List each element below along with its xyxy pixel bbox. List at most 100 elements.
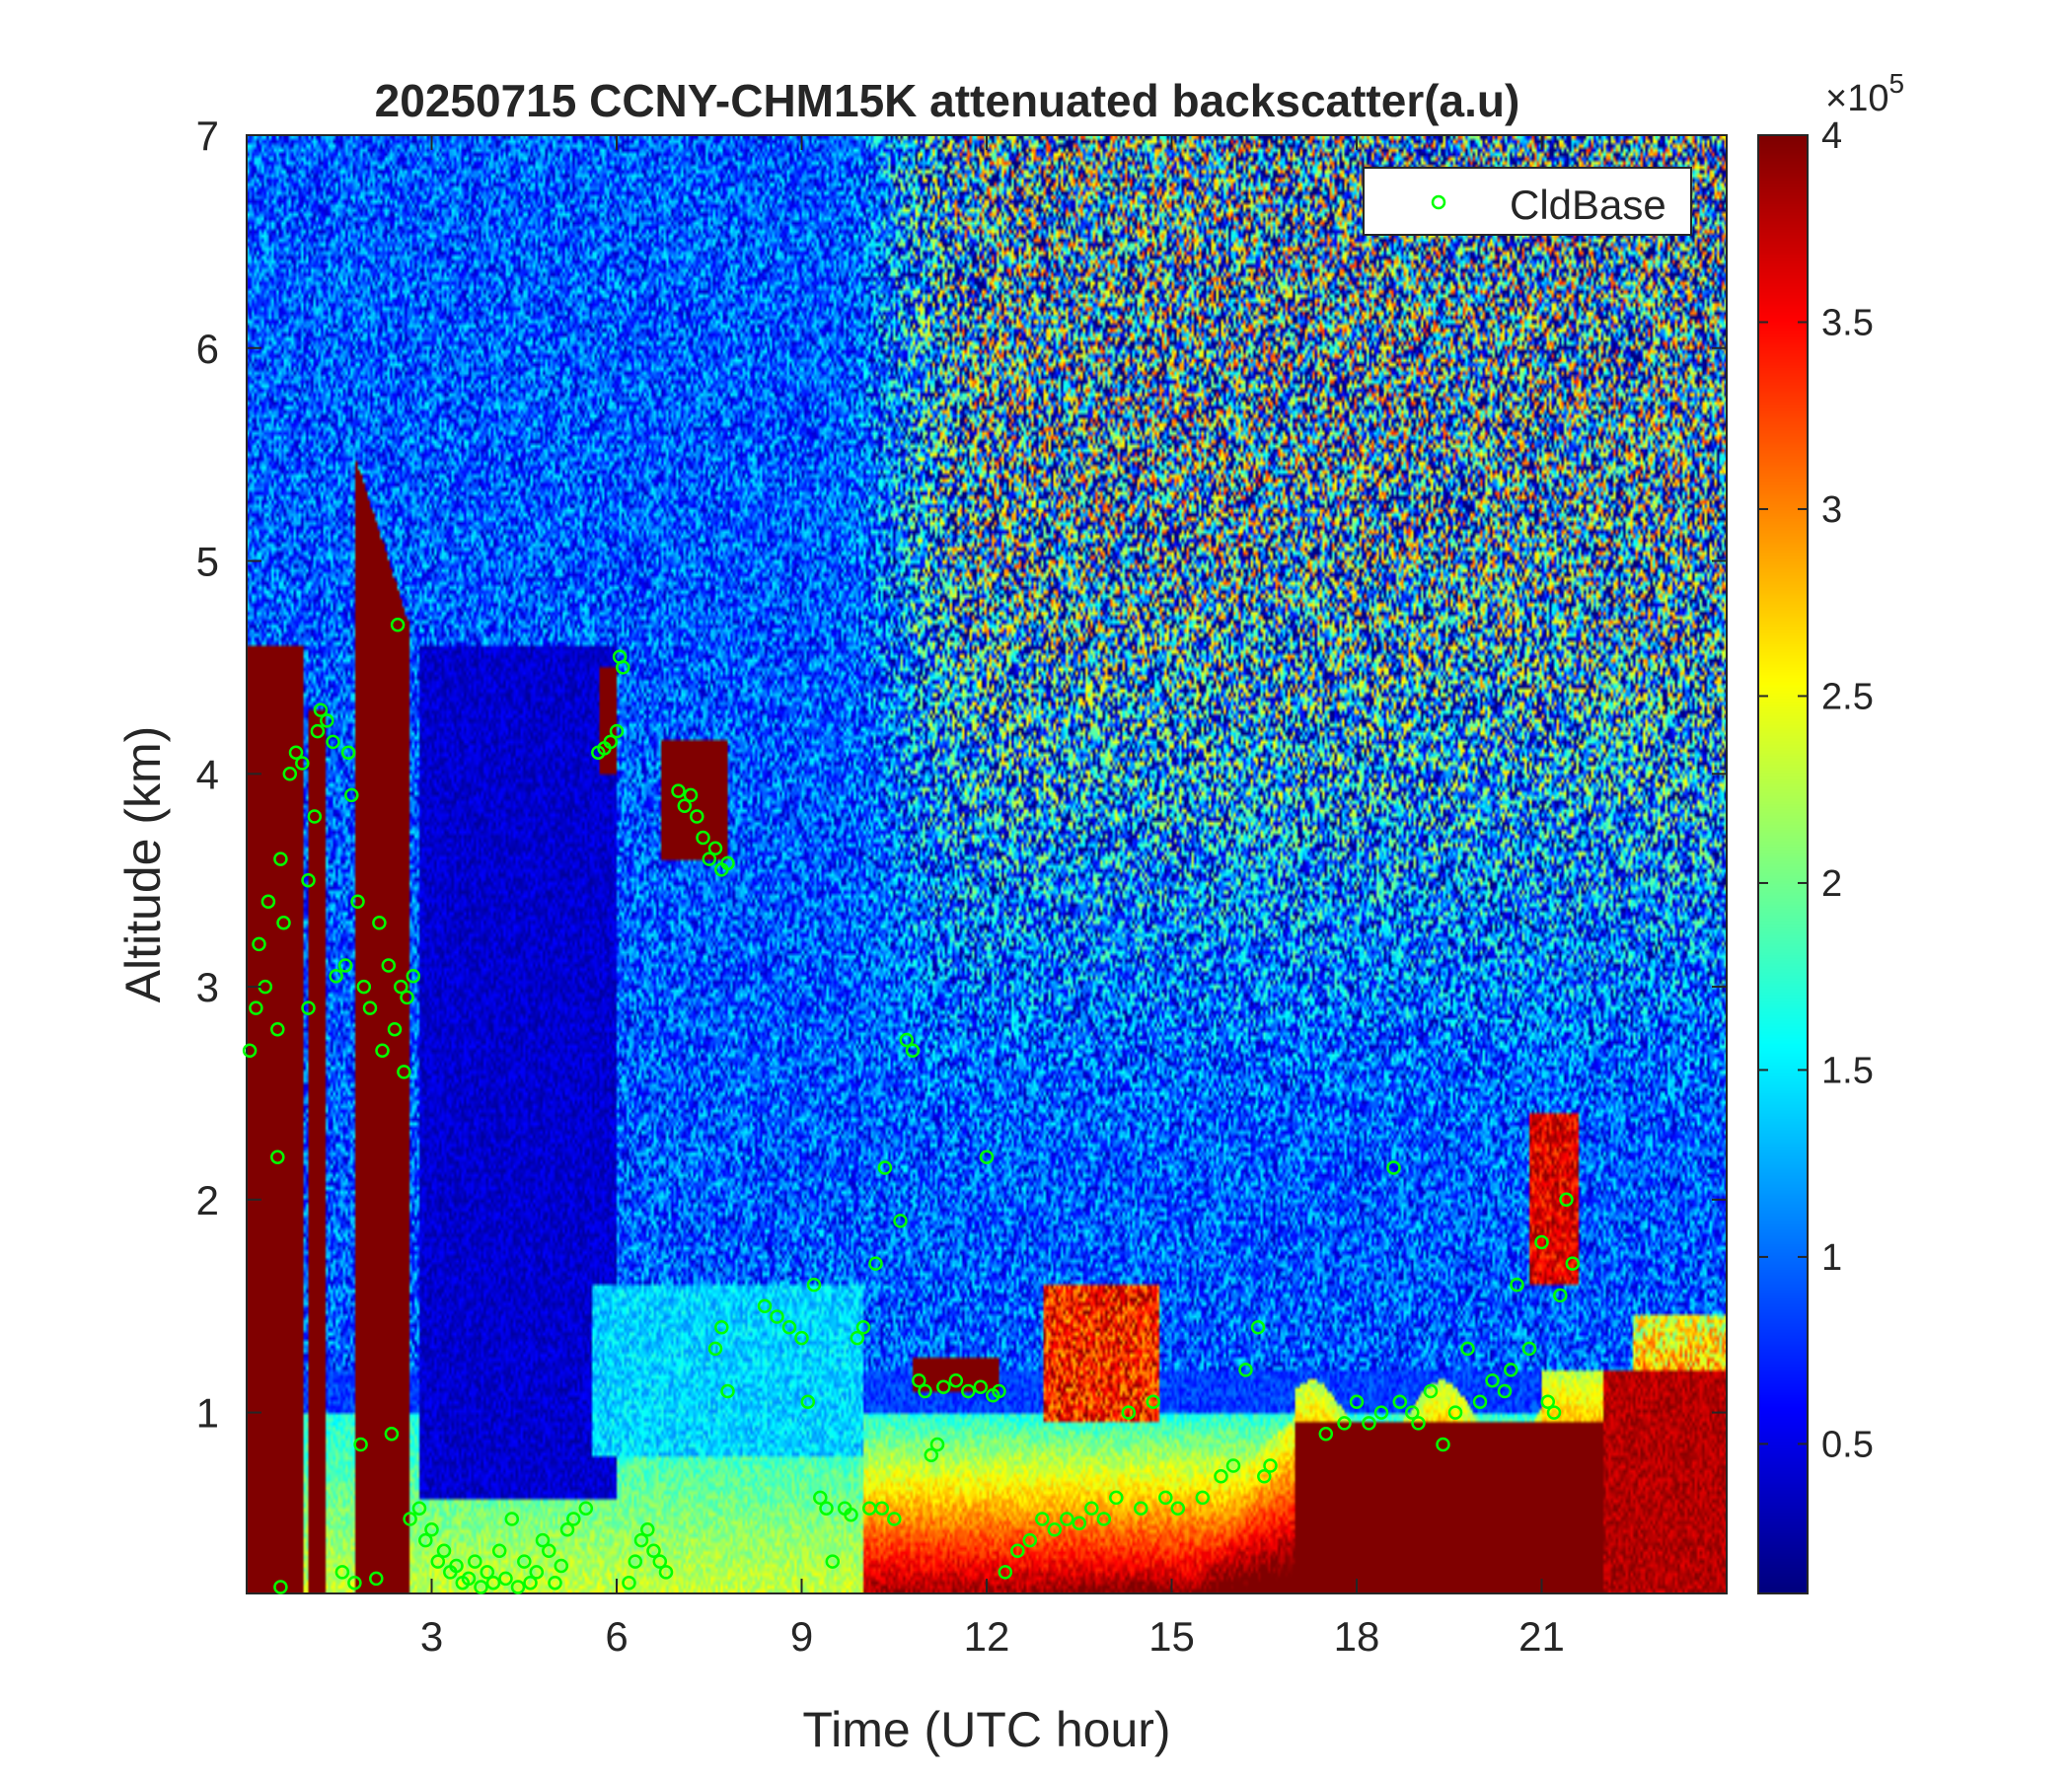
cldbase-point [1010, 1543, 1025, 1559]
cldbase-point [276, 916, 291, 930]
cldbase-point [918, 1383, 932, 1399]
cldbase-point [288, 745, 304, 760]
cldbase-point [1158, 1490, 1173, 1506]
colorbar-tick-label: 4 [1821, 115, 1842, 157]
cldbase-point [362, 1000, 378, 1015]
cldbase-point [905, 1043, 921, 1059]
cldbase-point [554, 1558, 569, 1574]
cldbase-point [924, 1447, 939, 1463]
x-tick-label: 12 [964, 1613, 1010, 1660]
cldbase-point [1096, 1512, 1112, 1526]
cldbase-point [480, 1565, 495, 1580]
cldbase-point [1318, 1426, 1334, 1442]
cldbase-point [1386, 1160, 1401, 1175]
cldbase-point [523, 1575, 538, 1591]
cldbase-point [794, 1330, 809, 1346]
cldbase-point [702, 851, 717, 866]
cldbase-point [1546, 1405, 1562, 1420]
cldbase-point [690, 809, 704, 824]
chart-title: 20250715 CCNY-CHM15K attenuated backscat… [375, 75, 1520, 126]
cldbase-point [347, 1575, 362, 1591]
cldbase-point [517, 1554, 532, 1569]
cldbase-point [1225, 1458, 1241, 1473]
cldbase-point [671, 783, 686, 798]
cldbase-point [249, 1000, 263, 1015]
cldbase-point [929, 1437, 945, 1452]
cldbase-point [633, 1532, 649, 1548]
y-axis-label: Altitude (km) [115, 726, 171, 1003]
cldbase-point [973, 1379, 989, 1394]
cldbase-point [640, 1522, 655, 1537]
cldbase-point [696, 830, 710, 846]
cldbase-point [1134, 1501, 1148, 1516]
cldbase-point [1447, 1405, 1463, 1420]
cldbase-point [394, 979, 408, 995]
x-tick-label: 3 [420, 1613, 443, 1660]
cldbase-point [273, 1580, 288, 1594]
cldbase-point [400, 990, 414, 1005]
cldbase-point [418, 1532, 433, 1548]
cldbase-point [825, 1554, 841, 1569]
cldbase-point [559, 1522, 575, 1537]
cldbase-point [566, 1512, 581, 1526]
cldbase-point [1392, 1394, 1408, 1410]
legend-box [1363, 167, 1692, 236]
cldbase-point [372, 916, 387, 930]
cldbase-point [403, 1512, 417, 1526]
cldbase-point [813, 1490, 828, 1506]
y-tick-label: 3 [196, 964, 219, 1010]
cldbase-point [1250, 1320, 1266, 1335]
cldbase-point [1411, 1416, 1426, 1431]
colorbar-tick-label: 2.5 [1821, 676, 1874, 717]
colorbar-tick-label: 0.5 [1821, 1424, 1874, 1465]
cldbase-point [770, 1309, 784, 1324]
colorbar-gradient [1758, 135, 1808, 1593]
cldbase-point [424, 1522, 439, 1537]
cldbase-point [1497, 1383, 1513, 1399]
cldbase-point [1559, 1192, 1574, 1208]
cldbase-point [1263, 1458, 1278, 1473]
plot-area [246, 134, 1728, 1594]
cldbase-point [609, 723, 625, 739]
cldbase-point [1553, 1288, 1568, 1303]
cldbase-point [1472, 1394, 1488, 1410]
cldbase-point [868, 1256, 883, 1271]
cldbase-point [1436, 1437, 1450, 1452]
cldbase-point [628, 1554, 643, 1569]
cldbase-point [616, 660, 630, 675]
cldbase-point [310, 723, 326, 739]
y-tick-label: 6 [196, 326, 219, 372]
cldbase-point [301, 872, 316, 888]
cldbase-point [1121, 1405, 1137, 1420]
cldbase-point [529, 1565, 545, 1580]
colorbar-exponent-base: ×10 [1825, 78, 1888, 119]
cldbase-point [381, 958, 397, 973]
cldbase-point [535, 1532, 551, 1548]
cldbase-point [334, 1565, 350, 1580]
cldbase-point [1540, 1394, 1556, 1410]
cldbase-point [430, 1554, 446, 1569]
colorbar-tick-label: 3.5 [1821, 302, 1874, 343]
cldbase-point [384, 1426, 400, 1442]
cldbase-point [474, 1580, 488, 1594]
cldbase-point [578, 1501, 594, 1516]
cldbase-point [273, 851, 288, 866]
cldbase-point [1504, 1363, 1518, 1377]
cldbase-point [436, 1543, 452, 1559]
cldbase-point [1238, 1363, 1253, 1377]
cldbase-point [260, 894, 276, 910]
cldbase-point [1362, 1416, 1376, 1431]
x-tick-label: 9 [790, 1613, 813, 1660]
cldbase-point [397, 1065, 411, 1079]
colorbar: 0.5 1 1.5 2 2.5 3 3.5 4 ×105 [1757, 68, 1904, 1594]
cldbase-point [282, 767, 298, 781]
x-tick-label: 15 [1148, 1613, 1195, 1660]
cldbase-point [998, 1565, 1013, 1580]
cldbase-point [387, 1021, 403, 1037]
cldbase-point [510, 1580, 526, 1594]
cldbase-point [683, 787, 699, 803]
cldbase-point [1022, 1532, 1038, 1548]
y-tick-label: 2 [196, 1177, 219, 1223]
cldbase-point [491, 1543, 507, 1559]
